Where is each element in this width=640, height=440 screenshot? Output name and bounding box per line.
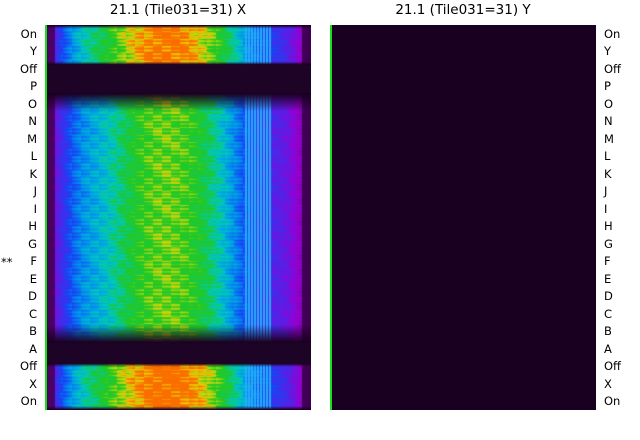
letter-axis-right: On Y Off P O N M L K J I H G F E D C B A Off X On (598, 25, 640, 410)
letter-axis-label-b: B (29, 324, 37, 339)
letter-axis-label-e: E (29, 271, 37, 286)
letter-axis-label-i: I (604, 201, 608, 216)
letter-axis-label-g: G (604, 236, 613, 251)
letter-axis-label-c: C (28, 306, 37, 321)
letter-axis-label-on: On (20, 394, 37, 409)
letter-axis-label-h: H (28, 219, 37, 234)
letter-axis-label-d: D (28, 289, 37, 304)
heatmap-panel-y[interactable] (330, 25, 596, 410)
letter-axis-label-j: J (33, 184, 37, 199)
letter-axis-label-f: F (604, 254, 611, 269)
letter-axis-label-y: Y (29, 44, 37, 59)
letter-axis-label-a: A (604, 341, 612, 356)
letter-axis-label-o: O (604, 96, 614, 111)
letter-axis-label-e: E (604, 271, 612, 286)
heatmap-band-bottom-x (45, 363, 311, 410)
letter-axis-label-i: I (33, 201, 37, 216)
letter-axis-label-off: Off (604, 61, 621, 76)
x-axis-left (45, 410, 311, 440)
letter-axis-label-g: G (28, 236, 37, 251)
letter-axis-label-l: L (30, 149, 37, 164)
letter-axis-label-h: H (604, 219, 613, 234)
letter-axis-label-n: N (28, 114, 37, 129)
letter-axis-label-x: X (29, 376, 37, 391)
heatmap-panel-x[interactable] (45, 25, 311, 410)
letter-axis-label-m: M (604, 131, 614, 146)
letter-axis-label-a: A (29, 341, 37, 356)
heatmap-gap-lower-x (45, 343, 311, 363)
letter-axis-label-off: Off (20, 359, 37, 374)
panel-edge-line-y (330, 25, 332, 410)
letter-axis-label-off: Off (604, 359, 621, 374)
letter-axis-label-o: O (27, 96, 37, 111)
heatmap-band-middle-x (45, 93, 311, 343)
letter-axis-label-b: B (604, 324, 612, 339)
letter-axis-label-x: X (604, 376, 612, 391)
panel-title-y: 21.1 (Tile031=31) Y (395, 2, 531, 18)
letter-axis-label-y: Y (604, 44, 612, 59)
letter-axis-label-l: L (604, 149, 611, 164)
letter-axis-label-off: Off (20, 61, 37, 76)
letter-axis-label-j: J (604, 184, 608, 199)
letter-axis-label-k: K (29, 166, 37, 181)
heatmap-gap-upper-x (45, 65, 311, 93)
letter-axis-label-p: P (30, 79, 37, 94)
letter-axis-marker-icon: ** (1, 255, 13, 270)
panel-edge-line-x (45, 25, 47, 410)
letter-axis-label-d: D (604, 289, 613, 304)
letter-axis-label-p: P (604, 79, 611, 94)
letter-axis-label-on: On (20, 26, 37, 41)
letter-axis-label-k: K (604, 166, 612, 181)
letter-axis-label-m: M (27, 131, 37, 146)
letter-axis-left: On Y Off P O N M L K J I H G F ** E D C B A Off X On (0, 25, 42, 410)
letter-axis-label-n: N (604, 114, 613, 129)
letter-axis-label-c: C (604, 306, 613, 321)
letter-axis-label-f: F (30, 254, 37, 269)
letter-axis-label-on: On (604, 394, 621, 409)
panel-title-x: 21.1 (Tile031=31) X (109, 2, 247, 18)
heatmap-band-top-x (45, 25, 311, 65)
letter-axis-label-on: On (604, 26, 621, 41)
x-axis-right (330, 410, 596, 440)
